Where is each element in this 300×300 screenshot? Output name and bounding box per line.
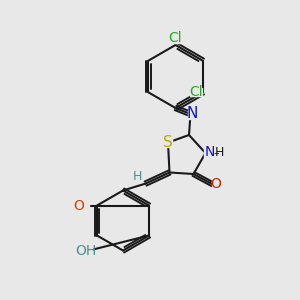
Bar [73,201,89,210]
Text: OH: OH [75,244,96,258]
Bar [212,180,220,189]
Text: S: S [163,135,173,150]
Text: Cl: Cl [189,85,203,99]
Text: H: H [215,146,225,160]
Bar [134,173,141,181]
Text: H: H [132,170,142,184]
Text: –: – [214,148,219,158]
Text: N: N [205,146,215,159]
Bar [188,110,196,118]
Text: N: N [186,106,198,122]
Bar [164,138,172,147]
Bar [190,88,202,96]
Bar [170,34,181,43]
Text: Cl: Cl [169,32,182,45]
Bar [204,148,220,157]
Bar [79,247,92,256]
Text: O: O [211,178,221,191]
Text: O: O [74,199,84,212]
